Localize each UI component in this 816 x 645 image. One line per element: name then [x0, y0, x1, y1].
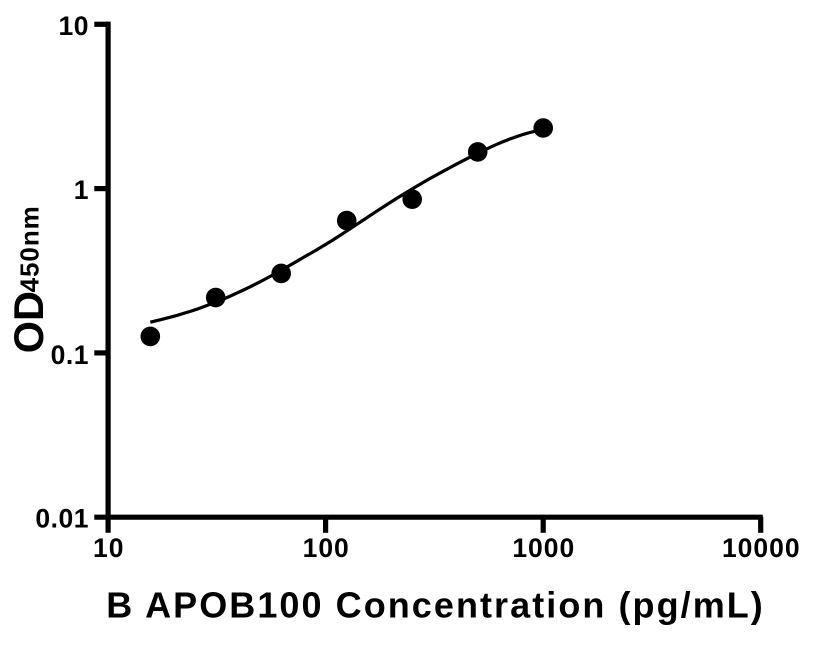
- svg-text:100: 100: [303, 533, 350, 563]
- svg-text:10: 10: [59, 11, 89, 41]
- svg-text:B APOB100 Concentration (pg/mL: B APOB100 Concentration (pg/mL): [106, 585, 765, 626]
- svg-text:10: 10: [93, 533, 124, 563]
- svg-text:OD: OD: [5, 291, 52, 353]
- svg-text:450nm: 450nm: [15, 205, 45, 292]
- svg-text:0.1: 0.1: [51, 340, 89, 370]
- svg-text:1: 1: [74, 175, 89, 205]
- svg-text:1000: 1000: [512, 533, 575, 563]
- svg-text:10000: 10000: [722, 533, 801, 563]
- svg-text:0.01: 0.01: [35, 504, 89, 534]
